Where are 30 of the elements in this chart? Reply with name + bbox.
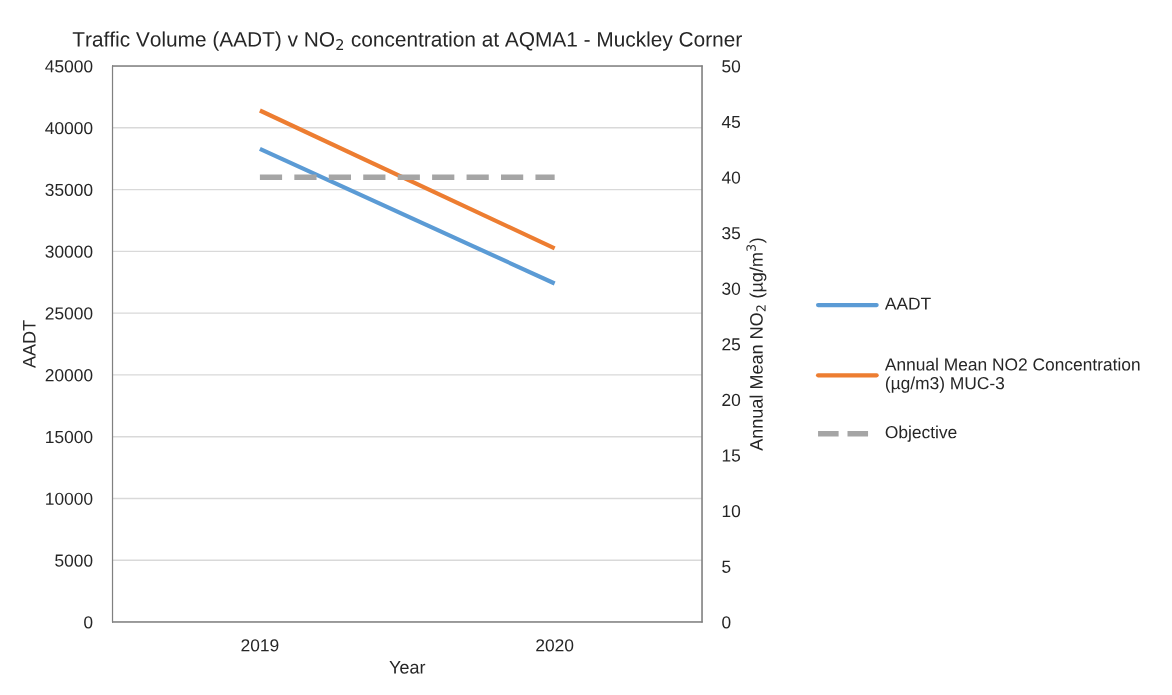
y-tick-label: 45000	[45, 60, 93, 73]
chart-title: Traffic Volume (AADT) v NO$_{2}$ concentration at AQMA1 - Muckley Corner	[72, 31, 742, 51]
y-axis-title: AADT	[23, 320, 36, 369]
y2-tick-label: 25	[722, 338, 741, 351]
y-tick-label: 5000	[55, 554, 93, 567]
y-tick-label: 40000	[45, 121, 93, 135]
y2-tick-label: 45	[721, 115, 741, 129]
y-tick-label: 35000	[45, 183, 93, 197]
x-axis-title: Year	[389, 661, 426, 674]
x-tick-label: 2020	[536, 639, 574, 652]
y-tick-label: 30000	[45, 245, 93, 258]
y2-tick-label: 40	[721, 171, 741, 184]
y-tick-label: 10000	[46, 492, 93, 505]
legend-label: AADT	[884, 297, 931, 310]
y-tick-label: 20000	[45, 369, 93, 382]
legend-label: Objective	[885, 425, 957, 442]
y-tick-label: 25000	[45, 307, 93, 320]
y2-tick-label: 50	[722, 60, 741, 73]
legend-label: Annual Mean NO2 Concentration (µg/m3) MUC-3	[884, 357, 1140, 393]
y2-axis-title: Annual Mean NO$_{2}$ (µg/m$^{3}$)	[746, 238, 767, 451]
y2-tick-label: 5	[722, 560, 731, 573]
y-tick-label: 0	[84, 616, 93, 629]
y-tick-label: 15000	[46, 430, 93, 444]
y2-tick-label: 30	[722, 282, 741, 295]
y2-tick-label: 35	[722, 226, 741, 240]
y2-tick-label: 0	[722, 616, 731, 629]
y2-tick-label: 15	[722, 449, 741, 462]
y2-tick-label: 10	[722, 504, 741, 518]
y2-tick-label: 20	[722, 393, 741, 407]
x-tick-label: 2019	[241, 639, 279, 652]
